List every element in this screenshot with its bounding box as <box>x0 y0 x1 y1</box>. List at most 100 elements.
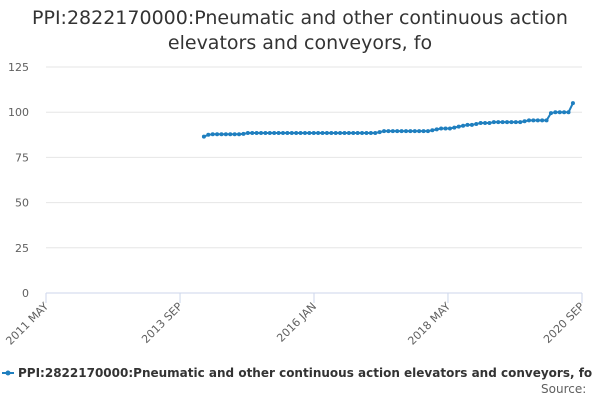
data-point-5 <box>223 132 228 137</box>
data-point-75 <box>531 118 536 123</box>
data-point-49 <box>417 129 422 134</box>
data-point-53 <box>434 127 439 132</box>
data-point-80 <box>553 110 558 115</box>
data-point-46 <box>403 129 408 134</box>
data-point-56 <box>447 126 452 131</box>
y-tick-label-5: 125 <box>8 61 29 74</box>
data-point-9 <box>241 131 246 136</box>
data-point-39 <box>373 130 378 135</box>
y-tick-label-0: 0 <box>22 287 29 300</box>
y-tick-label-3: 75 <box>15 151 29 164</box>
data-point-1 <box>206 132 211 137</box>
data-point-18 <box>280 130 285 135</box>
data-point-14 <box>263 130 268 135</box>
data-point-55 <box>443 126 448 131</box>
data-point-36 <box>360 130 365 135</box>
data-point-54 <box>439 126 444 131</box>
data-point-77 <box>540 118 545 123</box>
data-point-21 <box>294 130 299 135</box>
data-point-72 <box>518 120 523 125</box>
data-point-0 <box>201 134 206 139</box>
data-point-48 <box>412 129 417 134</box>
chart-title: PPI:2822170000:Pneumatic and other conti… <box>0 6 600 56</box>
data-point-73 <box>522 119 527 124</box>
data-point-10 <box>245 130 250 135</box>
data-point-68 <box>500 120 505 125</box>
data-point-59 <box>461 123 466 128</box>
data-point-43 <box>390 129 395 134</box>
data-point-44 <box>395 129 400 134</box>
data-point-19 <box>285 130 290 135</box>
data-point-41 <box>382 129 387 134</box>
data-point-82 <box>562 110 567 115</box>
data-point-16 <box>272 130 277 135</box>
x-tick-label-3: 2018 MAY <box>405 300 453 348</box>
data-point-34 <box>351 130 356 135</box>
data-point-33 <box>346 130 351 135</box>
data-point-60 <box>465 122 470 127</box>
data-point-32 <box>342 130 347 135</box>
data-point-58 <box>456 124 461 129</box>
data-point-38 <box>368 130 373 135</box>
data-point-64 <box>483 121 488 126</box>
data-point-45 <box>399 129 404 134</box>
source-label: Source: <box>541 382 586 396</box>
data-point-70 <box>509 120 514 125</box>
data-point-23 <box>302 130 307 135</box>
legend-symbol-marker <box>5 370 11 376</box>
data-point-4 <box>219 132 224 137</box>
chart-title-line-1: PPI:2822170000:Pneumatic and other conti… <box>32 7 568 29</box>
data-point-12 <box>254 130 259 135</box>
data-point-7 <box>232 132 237 137</box>
data-point-37 <box>364 130 369 135</box>
data-point-24 <box>307 130 312 135</box>
data-point-27 <box>320 130 325 135</box>
data-point-31 <box>338 130 343 135</box>
data-point-8 <box>237 132 242 137</box>
data-point-30 <box>333 130 338 135</box>
data-point-52 <box>430 128 435 133</box>
data-point-61 <box>469 122 474 127</box>
data-point-28 <box>324 130 329 135</box>
data-point-50 <box>421 129 426 134</box>
data-point-29 <box>329 130 334 135</box>
data-point-76 <box>535 118 540 123</box>
data-point-6 <box>228 132 233 137</box>
data-point-62 <box>474 121 479 126</box>
data-point-74 <box>527 118 531 123</box>
data-point-65 <box>487 121 492 126</box>
chart-title-line-2: elevators and conveyors, fo <box>167 32 433 54</box>
x-tick-label-0: 2011 MAY <box>3 300 51 348</box>
data-point-20 <box>289 130 294 135</box>
x-tick-label-2: 2016 JAN <box>274 300 319 345</box>
data-point-15 <box>267 130 272 135</box>
data-point-17 <box>276 130 281 135</box>
data-point-66 <box>491 120 496 125</box>
y-tick-label-4: 100 <box>8 106 29 119</box>
data-point-71 <box>513 120 518 125</box>
data-point-25 <box>311 130 316 135</box>
data-point-35 <box>355 130 360 135</box>
data-point-13 <box>259 130 264 135</box>
data-point-2 <box>210 132 215 137</box>
data-point-63 <box>478 121 483 126</box>
data-point-47 <box>408 129 413 134</box>
data-point-69 <box>505 120 510 125</box>
data-point-51 <box>425 129 430 134</box>
data-point-84 <box>570 101 575 106</box>
data-point-78 <box>544 118 549 123</box>
data-point-79 <box>548 111 553 116</box>
y-tick-label-2: 50 <box>15 197 29 210</box>
data-point-67 <box>496 120 501 125</box>
x-tick-label-1: 2013 SEP <box>139 300 185 346</box>
data-point-11 <box>250 130 255 135</box>
data-point-83 <box>566 110 571 115</box>
data-point-26 <box>316 130 321 135</box>
data-point-22 <box>298 130 303 135</box>
data-point-40 <box>377 130 382 135</box>
y-tick-label-1: 25 <box>15 242 29 255</box>
data-point-3 <box>215 132 220 137</box>
legend-item-label: PPI:2822170000:Pneumatic and other conti… <box>18 366 592 380</box>
data-point-57 <box>452 125 457 130</box>
